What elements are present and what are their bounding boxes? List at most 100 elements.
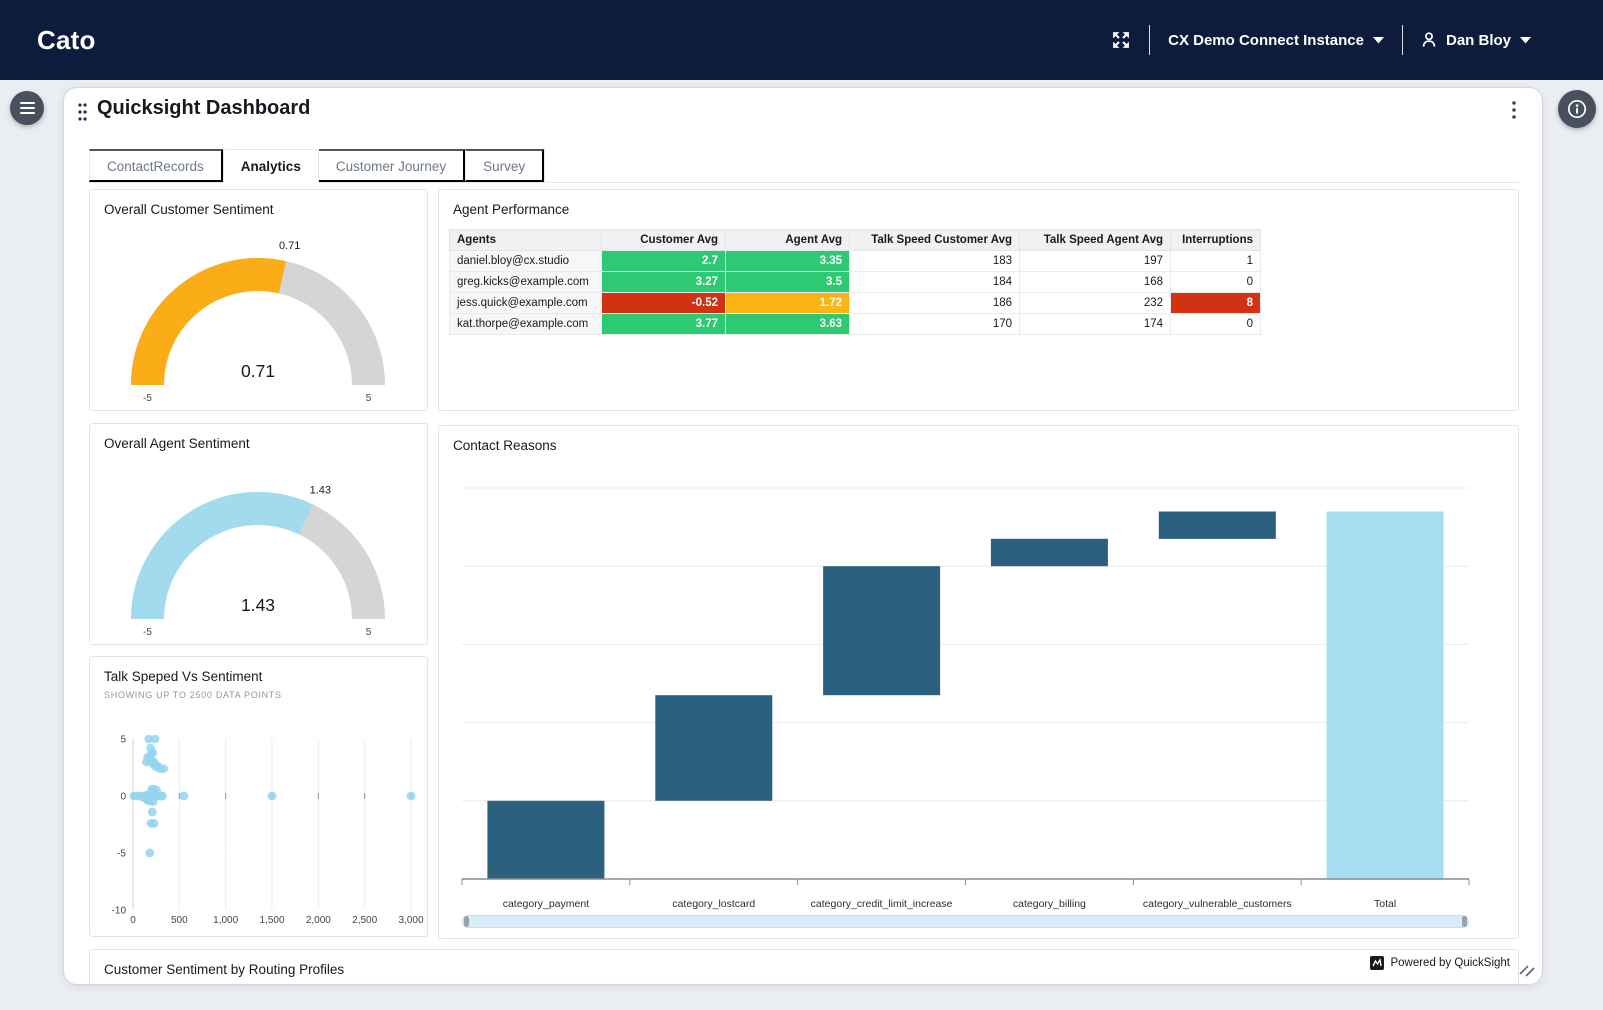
user-icon — [1422, 32, 1436, 47]
scrollbar-grip-left[interactable] — [464, 916, 469, 927]
contact-reasons-waterfall-chart[interactable]: category_payment category_lostcard categor… — [457, 464, 1502, 912]
powered-by-quicksight-badge: Powered by QuickSight — [1364, 952, 1516, 974]
table-cell[interactable]: 1 — [1170, 250, 1261, 272]
panel-title: Contact Reasons — [453, 438, 557, 453]
top-navbar: Cato CX Demo Connect Instance — [0, 0, 1603, 80]
svg-text:1,500: 1,500 — [259, 915, 284, 926]
table-cell[interactable]: 186 — [849, 292, 1020, 314]
table-row[interactable]: jess.quick@example.com -0.52 1.72 186 232 8 — [449, 292, 1261, 314]
table-cell[interactable]: 3.63 — [725, 313, 850, 335]
svg-text:5: 5 — [366, 627, 372, 638]
panel-overall-agent-sentiment: Overall Agent Sentiment 1.43 1.43 -5 5 — [89, 423, 428, 645]
kebab-menu-icon[interactable] — [1511, 99, 1517, 126]
chevron-down-icon — [1520, 36, 1531, 43]
svg-text:Total: Total — [1374, 898, 1396, 910]
table-header-row: Agents Customer Avg Agent Avg Talk Speed Cu… — [449, 229, 1261, 251]
tab-bar: ContactRecords Analytics Customer Journey S… — [89, 149, 1519, 183]
table-cell[interactable]: 174 — [1019, 313, 1171, 335]
column-header[interactable]: Agent Avg — [725, 229, 850, 251]
svg-text:0: 0 — [130, 915, 136, 926]
table-cell[interactable]: kat.thorpe@example.com — [449, 313, 602, 335]
panel-title: Agent Performance — [453, 202, 570, 217]
svg-text:1.43: 1.43 — [310, 485, 331, 497]
svg-text:category_vulnerable_customers: category_vulnerable_customers — [1143, 898, 1292, 910]
table-cell[interactable]: 2.7 — [601, 250, 726, 272]
tab-survey[interactable]: Survey — [465, 149, 545, 182]
svg-text:-10: -10 — [112, 906, 127, 917]
column-header[interactable]: Talk Speed Customer Avg — [849, 229, 1020, 251]
brand-logo: Cato — [37, 24, 96, 55]
table-cell[interactable]: -0.52 — [601, 292, 726, 314]
column-header[interactable]: Customer Avg — [601, 229, 726, 251]
panel-routing-profiles: Customer Sentiment by Routing Profiles — [89, 949, 1519, 984]
info-button[interactable] — [1558, 90, 1596, 128]
tab-customer-journey[interactable]: Customer Journey — [318, 149, 466, 182]
svg-text:1.43: 1.43 — [241, 595, 275, 615]
expand-icon[interactable] — [1111, 30, 1131, 50]
panel-agent-performance: Agent Performance Agents Customer Avg Agen… — [438, 189, 1519, 411]
tab-analytics[interactable]: Analytics — [222, 149, 319, 183]
drag-handle-icon[interactable] — [77, 101, 88, 128]
table-cell[interactable]: jess.quick@example.com — [449, 292, 602, 314]
svg-text:category_billing: category_billing — [1013, 898, 1086, 910]
table-row[interactable]: kat.thorpe@example.com 3.77 3.63 170 174 0 — [449, 313, 1261, 335]
panel-title: Overall Agent Sentiment — [104, 436, 250, 451]
dashboard-card: Quicksight Dashboard ContactRecords Analy… — [63, 87, 1543, 985]
table-row[interactable]: greg.kicks@example.com 3.27 3.5 184 168 0 — [449, 271, 1261, 293]
table-row[interactable]: daniel.bloy@cx.studio 2.7 3.35 183 197 1 — [449, 250, 1261, 272]
table-cell[interactable]: 170 — [849, 313, 1020, 335]
horizontal-scrollbar[interactable] — [462, 915, 1469, 928]
svg-text:0.71: 0.71 — [279, 240, 300, 252]
table-cell[interactable]: 168 — [1019, 271, 1171, 293]
table-cell[interactable]: 3.5 — [725, 271, 850, 293]
table-cell[interactable]: 183 — [849, 250, 1020, 272]
table-cell[interactable]: 3.27 — [601, 271, 726, 293]
customer-sentiment-gauge[interactable]: 0.71 0.71 -5 5 — [90, 220, 429, 410]
agent-sentiment-gauge[interactable]: 1.43 1.43 -5 5 — [90, 454, 429, 644]
scrollbar-grip-right[interactable] — [1462, 916, 1467, 927]
table-cell[interactable]: 197 — [1019, 250, 1171, 272]
svg-text:-5: -5 — [143, 393, 152, 404]
agent-performance-data-table: Agents Customer Avg Agent Avg Talk Speed Cu… — [449, 229, 1261, 335]
svg-text:category_credit_limit_increase: category_credit_limit_increase — [811, 898, 953, 910]
svg-text:category_lostcard: category_lostcard — [672, 898, 755, 910]
user-menu[interactable]: Dan Bloy — [1421, 31, 1531, 49]
table-cell[interactable]: 3.35 — [725, 250, 850, 272]
hamburger-icon — [19, 102, 35, 104]
svg-text:0: 0 — [120, 792, 126, 803]
navbar-divider — [1149, 25, 1151, 55]
svg-text:1,000: 1,000 — [213, 915, 238, 926]
table-cell[interactable]: 3.77 — [601, 313, 726, 335]
menu-button[interactable] — [10, 91, 44, 125]
table-cell[interactable]: 0 — [1170, 313, 1261, 335]
agent-performance-table: Agents Customer Avg Agent Avg Talk Speed Cu… — [449, 229, 1261, 335]
svg-text:5: 5 — [120, 735, 126, 746]
page-title: Quicksight Dashboard — [97, 97, 311, 119]
table-cell[interactable]: 184 — [849, 271, 1020, 293]
column-header[interactable]: Talk Speed Agent Avg — [1019, 229, 1171, 251]
table-cell[interactable]: 0 — [1170, 271, 1261, 293]
table-cell[interactable]: 232 — [1019, 292, 1171, 314]
svg-text:2,500: 2,500 — [352, 915, 377, 926]
svg-text:0.71: 0.71 — [241, 361, 275, 381]
instance-dropdown[interactable]: CX Demo Connect Instance — [1168, 32, 1384, 49]
talk-speed-scatter-chart[interactable]: 5 0 -5 -10 0 500 1,000 1,500 2,000 2,500 3,000 — [90, 719, 429, 931]
panel-title: Customer Sentiment by Routing Profiles — [104, 962, 345, 977]
table-cell[interactable]: daniel.bloy@cx.studio — [449, 250, 602, 272]
resize-handle-icon[interactable] — [1517, 961, 1537, 982]
table-cell[interactable]: greg.kicks@example.com — [449, 271, 602, 293]
table-cell[interactable]: 1.72 — [725, 292, 850, 314]
navbar-divider — [1401, 25, 1403, 55]
chevron-down-icon — [1372, 36, 1384, 43]
svg-text:500: 500 — [171, 915, 188, 926]
column-header[interactable]: Interruptions — [1170, 229, 1261, 251]
panel-talk-speed-vs-sentiment: Talk Speped Vs Sentiment SHOWING UP TO 2… — [89, 656, 428, 937]
column-header[interactable]: Agents — [449, 229, 602, 251]
quicksight-logo-icon — [1370, 956, 1385, 970]
powered-by-label: Powered by QuickSight — [1390, 957, 1510, 969]
svg-text:-5: -5 — [143, 627, 152, 638]
card-header: Quicksight Dashboard — [64, 88, 1542, 138]
svg-text:5: 5 — [366, 393, 372, 404]
table-cell[interactable]: 8 — [1170, 292, 1261, 314]
tab-contactrecords[interactable]: ContactRecords — [89, 149, 223, 182]
